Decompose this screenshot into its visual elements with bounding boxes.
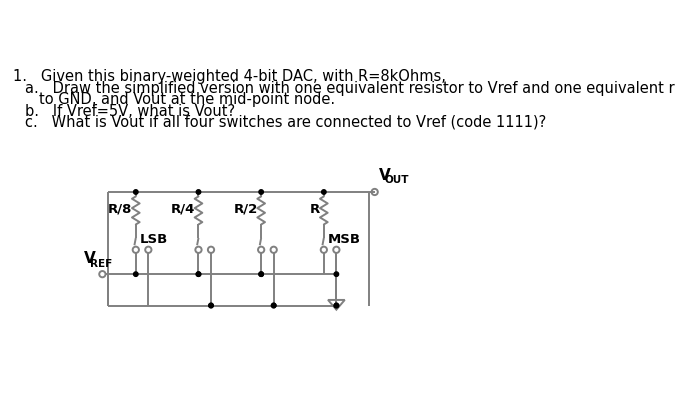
Text: 1.   Given this binary-weighted 4-bit DAC, with R=8kOhms,: 1. Given this binary-weighted 4-bit DAC,… xyxy=(13,69,446,84)
Circle shape xyxy=(321,190,326,194)
Circle shape xyxy=(196,272,200,276)
Text: R: R xyxy=(310,203,321,215)
Text: to GND, and Vout at the mid-point node.: to GND, and Vout at the mid-point node. xyxy=(39,92,335,106)
Text: R/8: R/8 xyxy=(108,203,132,215)
Text: LSB: LSB xyxy=(139,233,167,246)
Circle shape xyxy=(209,303,213,308)
Text: REF: REF xyxy=(90,259,112,269)
Circle shape xyxy=(334,303,339,308)
Circle shape xyxy=(196,272,200,276)
Text: R/2: R/2 xyxy=(234,203,258,215)
Text: a.   Draw the simplified version with one equivalent resistor to Vref and one eq: a. Draw the simplified version with one … xyxy=(25,81,675,96)
Circle shape xyxy=(134,190,138,194)
Text: b.   If Vref=5V, what is Vout?: b. If Vref=5V, what is Vout? xyxy=(25,104,235,119)
Circle shape xyxy=(259,272,263,276)
Circle shape xyxy=(196,190,200,194)
Circle shape xyxy=(334,303,339,308)
Circle shape xyxy=(259,272,263,276)
Circle shape xyxy=(259,190,263,194)
Circle shape xyxy=(271,303,276,308)
Text: OUT: OUT xyxy=(385,175,409,185)
Circle shape xyxy=(271,303,276,308)
Text: R/4: R/4 xyxy=(171,203,195,215)
Circle shape xyxy=(334,272,339,276)
Text: MSB: MSB xyxy=(327,233,360,246)
Circle shape xyxy=(209,303,213,308)
Text: c.   What is Vout if all four switches are connected to Vref (code 1111)?: c. What is Vout if all four switches are… xyxy=(25,115,546,130)
Circle shape xyxy=(134,272,138,276)
Text: V: V xyxy=(379,168,391,183)
Text: V: V xyxy=(84,251,96,266)
